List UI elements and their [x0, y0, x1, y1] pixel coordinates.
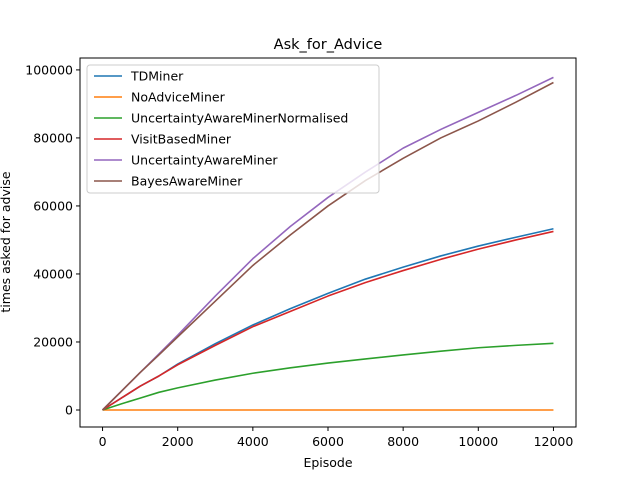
legend-frame: [86, 64, 380, 194]
x-tick-label: 12000: [534, 434, 574, 449]
legend-label: NoAdviceMiner: [131, 90, 226, 105]
y-axis-label: times asked for advise: [0, 171, 13, 312]
x-axis-label: Episode: [303, 455, 352, 470]
x-tick-label: 8000: [387, 434, 419, 449]
y-tick-label: 80000: [33, 130, 73, 145]
series-line-4: [102, 230, 554, 411]
x-tick-label: 2000: [162, 434, 194, 449]
y-tick-label: 60000: [33, 198, 73, 213]
x-tick-label: 4000: [237, 434, 269, 449]
series-line-6: [101, 81, 554, 411]
y-axis: 0 20000 40000 60000 80000 100000: [25, 62, 80, 417]
legend-label: BayesAwareMiner: [131, 174, 243, 189]
y-tick-label: 20000: [33, 334, 73, 349]
x-tick-label: 6000: [312, 434, 344, 449]
x-axis: 0 2000 4000 6000 8000 10000 12000: [99, 427, 574, 449]
x-tick-label: 0: [99, 434, 107, 449]
series-line-3: [102, 342, 554, 411]
legend-label: TDMiner: [130, 69, 184, 84]
chart-title: Ask_for_Advice: [274, 37, 383, 53]
y-tick-label: 0: [65, 402, 73, 417]
legend-label: UncertaintyAwareMiner: [131, 153, 278, 168]
legend-label: VisitBasedMiner: [131, 132, 232, 147]
y-tick-label: 100000: [25, 62, 73, 77]
plot-lines: [101, 76, 554, 411]
legend-label: UncertaintyAwareMinerNormalised: [131, 111, 348, 126]
y-tick-label: 40000: [33, 266, 73, 281]
x-tick-label: 10000: [458, 434, 498, 449]
legend: TDMiner NoAdviceMiner UncertaintyAwareMine…: [86, 64, 380, 194]
